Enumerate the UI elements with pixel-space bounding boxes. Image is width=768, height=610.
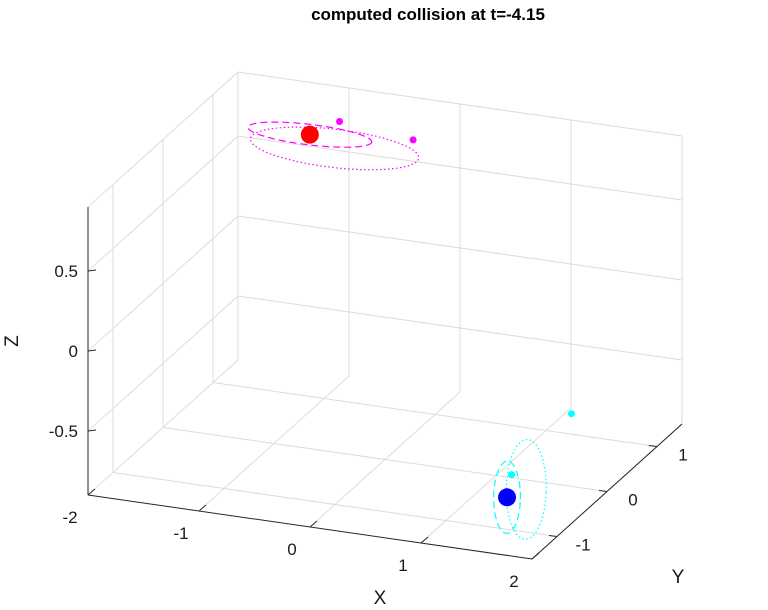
orbit-trail-0 xyxy=(247,121,373,148)
z-tick-label-1: 0 xyxy=(69,342,78,361)
axes xyxy=(87,207,683,560)
x-tick-label-4: 2 xyxy=(509,572,518,591)
y-tick-label-1: 0 xyxy=(628,491,637,510)
grid-lines xyxy=(87,71,683,560)
floor-grid-y-2 xyxy=(212,382,658,447)
back-top-edge xyxy=(237,71,683,137)
orbit-trails xyxy=(247,121,547,540)
satellite-1 xyxy=(409,136,417,144)
y-tick-0 xyxy=(548,535,558,537)
orbit-trail-3 xyxy=(505,439,547,540)
floor-grid-y-0 xyxy=(112,472,558,537)
z-axis-label: Z xyxy=(2,335,23,347)
floor-grid-y-1 xyxy=(162,427,608,492)
y-tick-1 xyxy=(598,490,608,492)
side-grid-z-0 xyxy=(87,295,239,432)
x-tick-0 xyxy=(87,488,96,496)
z-tick-0 xyxy=(87,429,97,432)
satellite-3 xyxy=(567,410,575,418)
x-tick-1 xyxy=(198,504,207,512)
back-grid-z-2 xyxy=(237,135,683,201)
chart-title: computed collision at t=-4.15 xyxy=(311,5,545,24)
side-grid-z-1 xyxy=(87,215,239,352)
x-tick-label-0: -2 xyxy=(62,508,77,527)
y-tick-2 xyxy=(648,445,658,447)
host-body-0 xyxy=(300,125,319,144)
y-tick-label-2: 1 xyxy=(678,446,687,465)
z-tick-1 xyxy=(87,349,97,352)
y-axis-label: Y xyxy=(672,567,685,588)
side-top-edge xyxy=(87,71,239,208)
z-tick-label-0: -0.5 xyxy=(49,422,78,441)
orbit-trail-2 xyxy=(493,460,522,535)
x-tick-3 xyxy=(420,536,429,544)
tick-labels: -2 -1 0 1 2 -1 0 1 -0.5 0 0.5 xyxy=(49,262,688,591)
x-tick-label-2: 0 xyxy=(287,540,296,559)
bodies xyxy=(300,118,575,507)
x-tick-4 xyxy=(531,552,540,560)
back-grid-z-0 xyxy=(237,295,683,361)
x-tick-2 xyxy=(309,520,318,528)
z-tick-label-2: 0.5 xyxy=(54,262,78,281)
side-grid-z-2 xyxy=(87,135,239,272)
back-grid-z-1 xyxy=(237,215,683,281)
host-body-1 xyxy=(498,488,517,507)
satellite-0 xyxy=(336,118,344,125)
y-tick-label-0: -1 xyxy=(575,536,590,555)
orbit-trail-1 xyxy=(249,126,420,171)
x-axis-label: X xyxy=(374,588,387,609)
x-tick-label-1: -1 xyxy=(173,524,188,543)
z-tick-2 xyxy=(87,269,97,272)
x-tick-label-3: 1 xyxy=(398,556,407,575)
satellite-2 xyxy=(508,471,515,479)
